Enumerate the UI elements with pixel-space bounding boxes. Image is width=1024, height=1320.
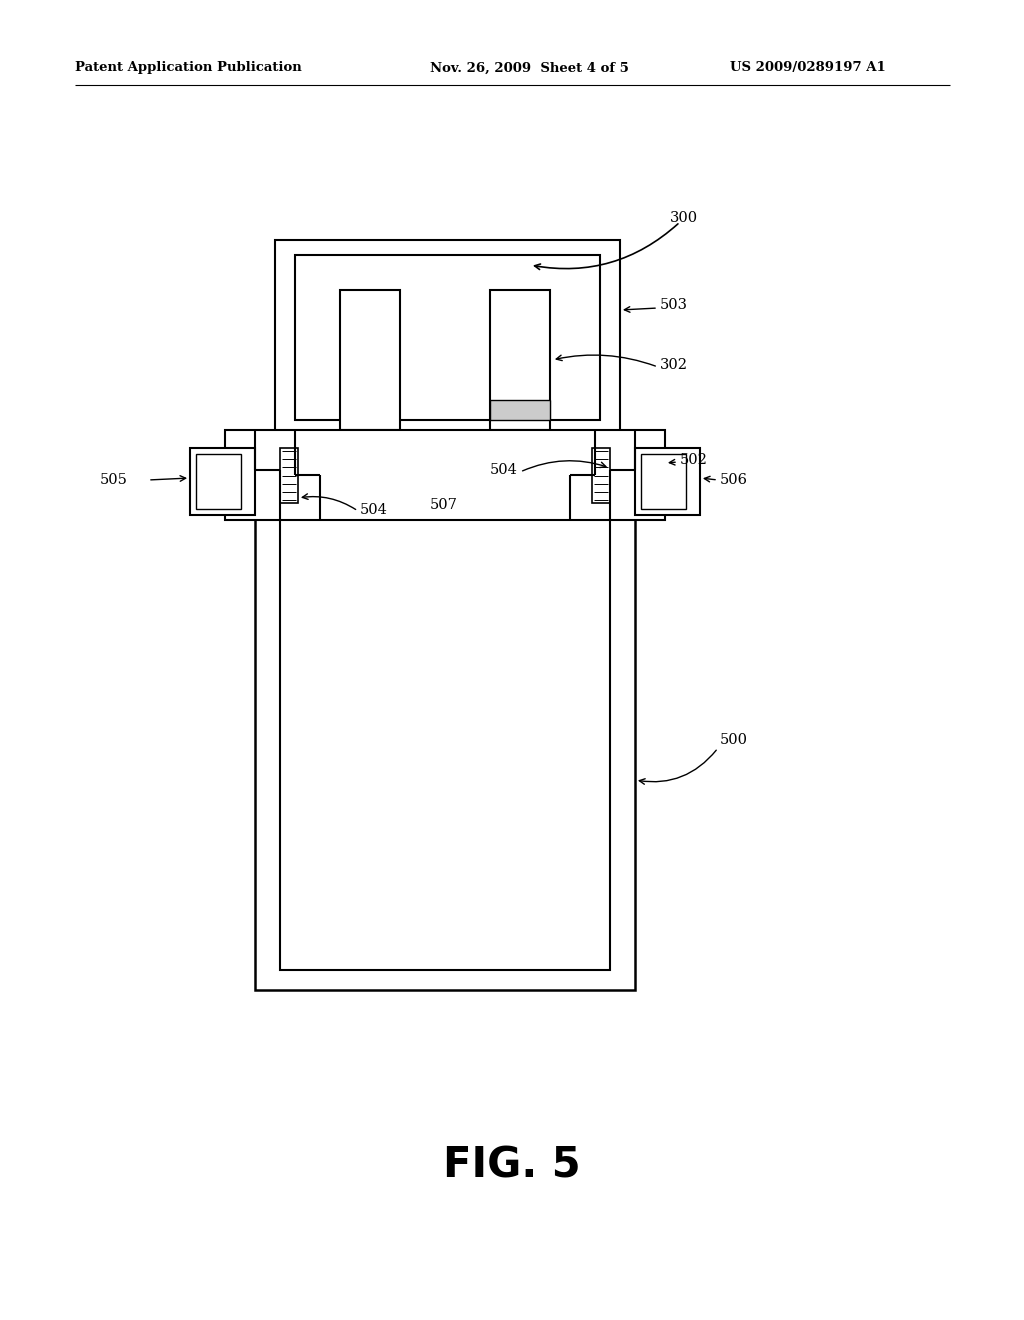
- Text: 502: 502: [680, 453, 708, 467]
- Bar: [295, 255, 600, 420]
- Bar: [280, 447, 298, 503]
- Bar: [225, 430, 665, 520]
- Text: 300: 300: [670, 211, 698, 224]
- Bar: [340, 290, 400, 430]
- Text: 507: 507: [430, 498, 458, 512]
- Bar: [592, 447, 610, 503]
- Bar: [280, 450, 610, 970]
- Text: FIG. 5: FIG. 5: [443, 1144, 581, 1185]
- Bar: [490, 400, 550, 420]
- Text: 302: 302: [660, 358, 688, 372]
- Text: 506: 506: [720, 473, 748, 487]
- Bar: [490, 290, 550, 430]
- Bar: [641, 454, 686, 510]
- Bar: [635, 447, 700, 515]
- Text: Patent Application Publication: Patent Application Publication: [75, 62, 302, 74]
- Text: 504: 504: [360, 503, 388, 517]
- Text: 500: 500: [720, 733, 748, 747]
- Bar: [275, 240, 620, 436]
- Text: US 2009/0289197 A1: US 2009/0289197 A1: [730, 62, 886, 74]
- Bar: [196, 454, 241, 510]
- Bar: [255, 430, 635, 990]
- Text: 504: 504: [490, 463, 518, 477]
- Bar: [190, 447, 255, 515]
- Text: Nov. 26, 2009  Sheet 4 of 5: Nov. 26, 2009 Sheet 4 of 5: [430, 62, 629, 74]
- Text: 503: 503: [660, 298, 688, 312]
- Text: 505: 505: [100, 473, 128, 487]
